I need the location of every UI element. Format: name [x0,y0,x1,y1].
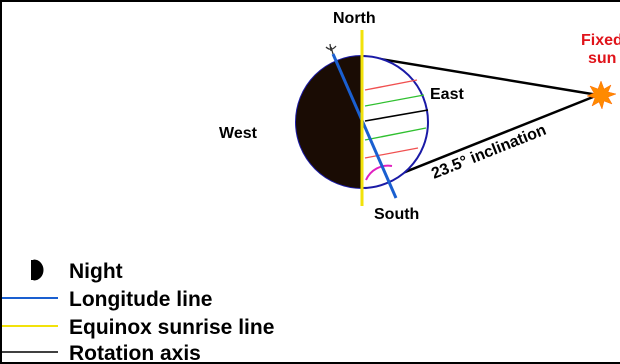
north-label: North [333,10,376,27]
earth-night-half [296,56,362,188]
sun-label-line2: sun [588,50,616,67]
half-moon-night-icon [33,259,44,281]
sun-label-line1: Fixed [581,32,620,49]
sun-ray-top-line [361,54,599,97]
legend-night-label: Night [69,260,123,283]
west-label: West [219,125,258,142]
latitude-band-green-upper [364,94,425,107]
inclination-arc [365,164,393,181]
legend-longitude-label: Longitude line [69,288,212,311]
latitude-band-red-top [364,79,418,91]
half-moon-night-icon-bar [31,260,34,280]
legend-rotation-label: Rotation axis [69,342,201,364]
longitude-line [331,53,398,199]
sun-starburst-icon [586,80,617,110]
legend-equinox-label: Equinox sunrise line [69,316,274,339]
inclination-label: 23.5° inclination [429,122,549,183]
south-label: South [374,206,419,223]
latitude-band-red-bottom [364,147,419,159]
trident-icon [325,43,337,55]
latitude-band-green [364,127,427,141]
legend: Night Longitude line Equinox sunrise lin… [2,259,274,364]
east-label: East [430,86,464,103]
latitude-band-equator [364,109,429,122]
